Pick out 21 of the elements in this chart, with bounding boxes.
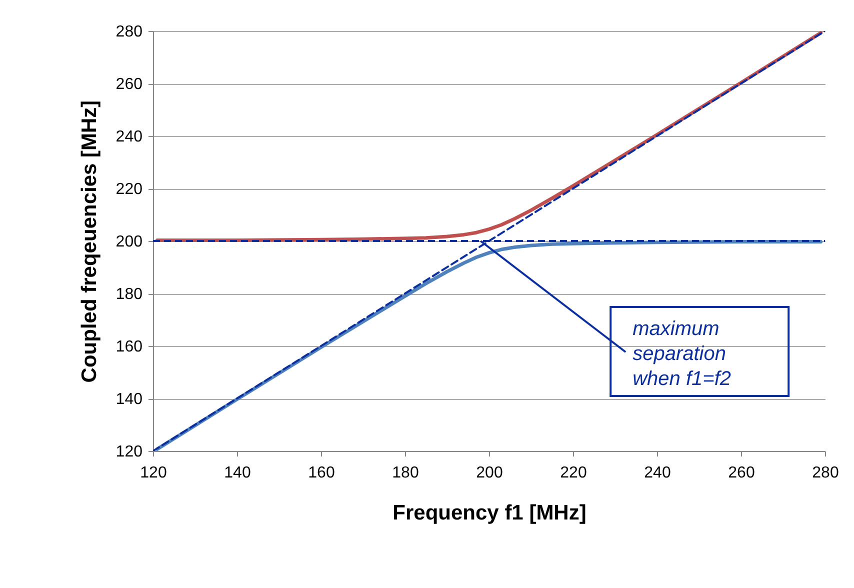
x-tick-label: 200 bbox=[476, 464, 503, 482]
x-axis-title: Frequency f1 [MHz] bbox=[392, 502, 586, 524]
x-tick-label: 120 bbox=[140, 464, 167, 482]
x-tick-label: 240 bbox=[644, 464, 671, 482]
x-tick-label: 160 bbox=[308, 464, 335, 482]
x-tick-label: 140 bbox=[224, 464, 251, 482]
x-tick-label: 220 bbox=[560, 464, 587, 482]
x-tick-label: 260 bbox=[728, 464, 755, 482]
y-tick-label: 220 bbox=[116, 181, 143, 198]
y-tick-label: 280 bbox=[116, 24, 143, 40]
y-tick-label: 120 bbox=[116, 444, 143, 460]
annotation: maximum separation when f1=f2 bbox=[632, 318, 732, 390]
x-tick-label: 180 bbox=[392, 464, 419, 482]
y-tick-label: 140 bbox=[116, 391, 143, 408]
y-axis-title: Coupled freqeuencies [MHz] bbox=[78, 100, 101, 383]
x-tick-label: 280 bbox=[812, 464, 839, 482]
y-tick-label: 160 bbox=[116, 338, 143, 356]
y-tick-label: 180 bbox=[116, 286, 143, 303]
y-tick-label: 260 bbox=[116, 76, 143, 93]
y-tick-label: 240 bbox=[116, 128, 143, 146]
y-tick-label: 200 bbox=[116, 234, 143, 250]
